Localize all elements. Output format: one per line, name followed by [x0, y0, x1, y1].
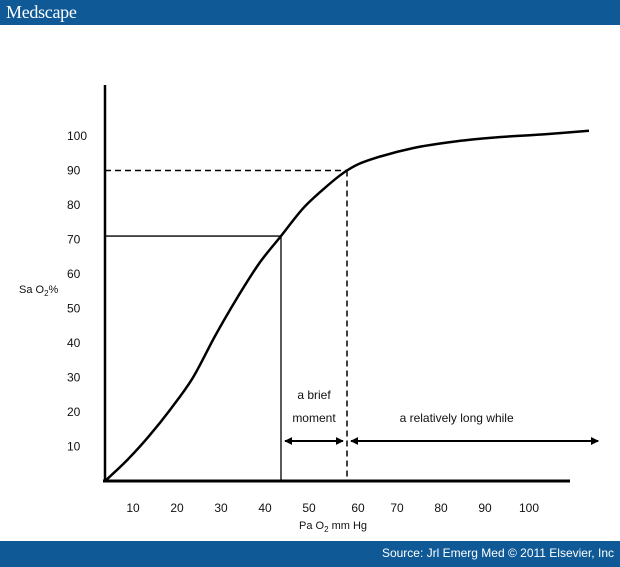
y-axis-label: Sa O2%: [19, 284, 59, 298]
header-bar: Medscape: [0, 0, 620, 25]
y-tick-label: 60: [67, 267, 81, 281]
x-axis-label: Pa O2 mm Hg: [299, 520, 367, 534]
x-tick-label: 40: [258, 501, 272, 515]
y-tick-label: 90: [67, 164, 81, 178]
x-tick-label: 30: [214, 501, 228, 515]
annotation-label: a brief: [297, 388, 331, 402]
y-tick-label: 70: [67, 233, 81, 247]
saturation-curve: [104, 129, 590, 482]
x-tick-label: 90: [478, 501, 492, 515]
x-tick-label: 50: [302, 501, 316, 515]
x-tick-label: 70: [390, 501, 404, 515]
medscape-logo: Medscape: [6, 2, 77, 22]
x-tick-label: 100: [519, 501, 539, 515]
footer-bar: Source: Jrl Emerg Med © 2011 Elsevier, I…: [0, 541, 620, 567]
y-tick-label: 80: [67, 198, 81, 212]
annotation-label: a relatively long while: [400, 411, 514, 425]
y-tick-label: 40: [67, 336, 81, 350]
y-tick-label: 50: [67, 302, 81, 316]
x-tick-label: 60: [351, 501, 365, 515]
x-tick-label: 20: [170, 501, 184, 515]
y-tick-label: 10: [67, 440, 81, 454]
x-tick-label: 10: [126, 501, 140, 515]
y-tick-label: 100: [67, 129, 87, 143]
y-tick-label: 30: [67, 371, 81, 385]
source-credit: Source: Jrl Emerg Med © 2011 Elsevier, I…: [381, 546, 614, 560]
annotation-label: moment: [292, 411, 336, 425]
oxygen-dissociation-chart: 10 20 30 40 50 60 70 80 90 100 10 20 30 40 50 60 70 80 90…: [19, 85, 600, 534]
y-tick-label: 20: [67, 405, 81, 419]
x-tick-label: 80: [434, 501, 448, 515]
